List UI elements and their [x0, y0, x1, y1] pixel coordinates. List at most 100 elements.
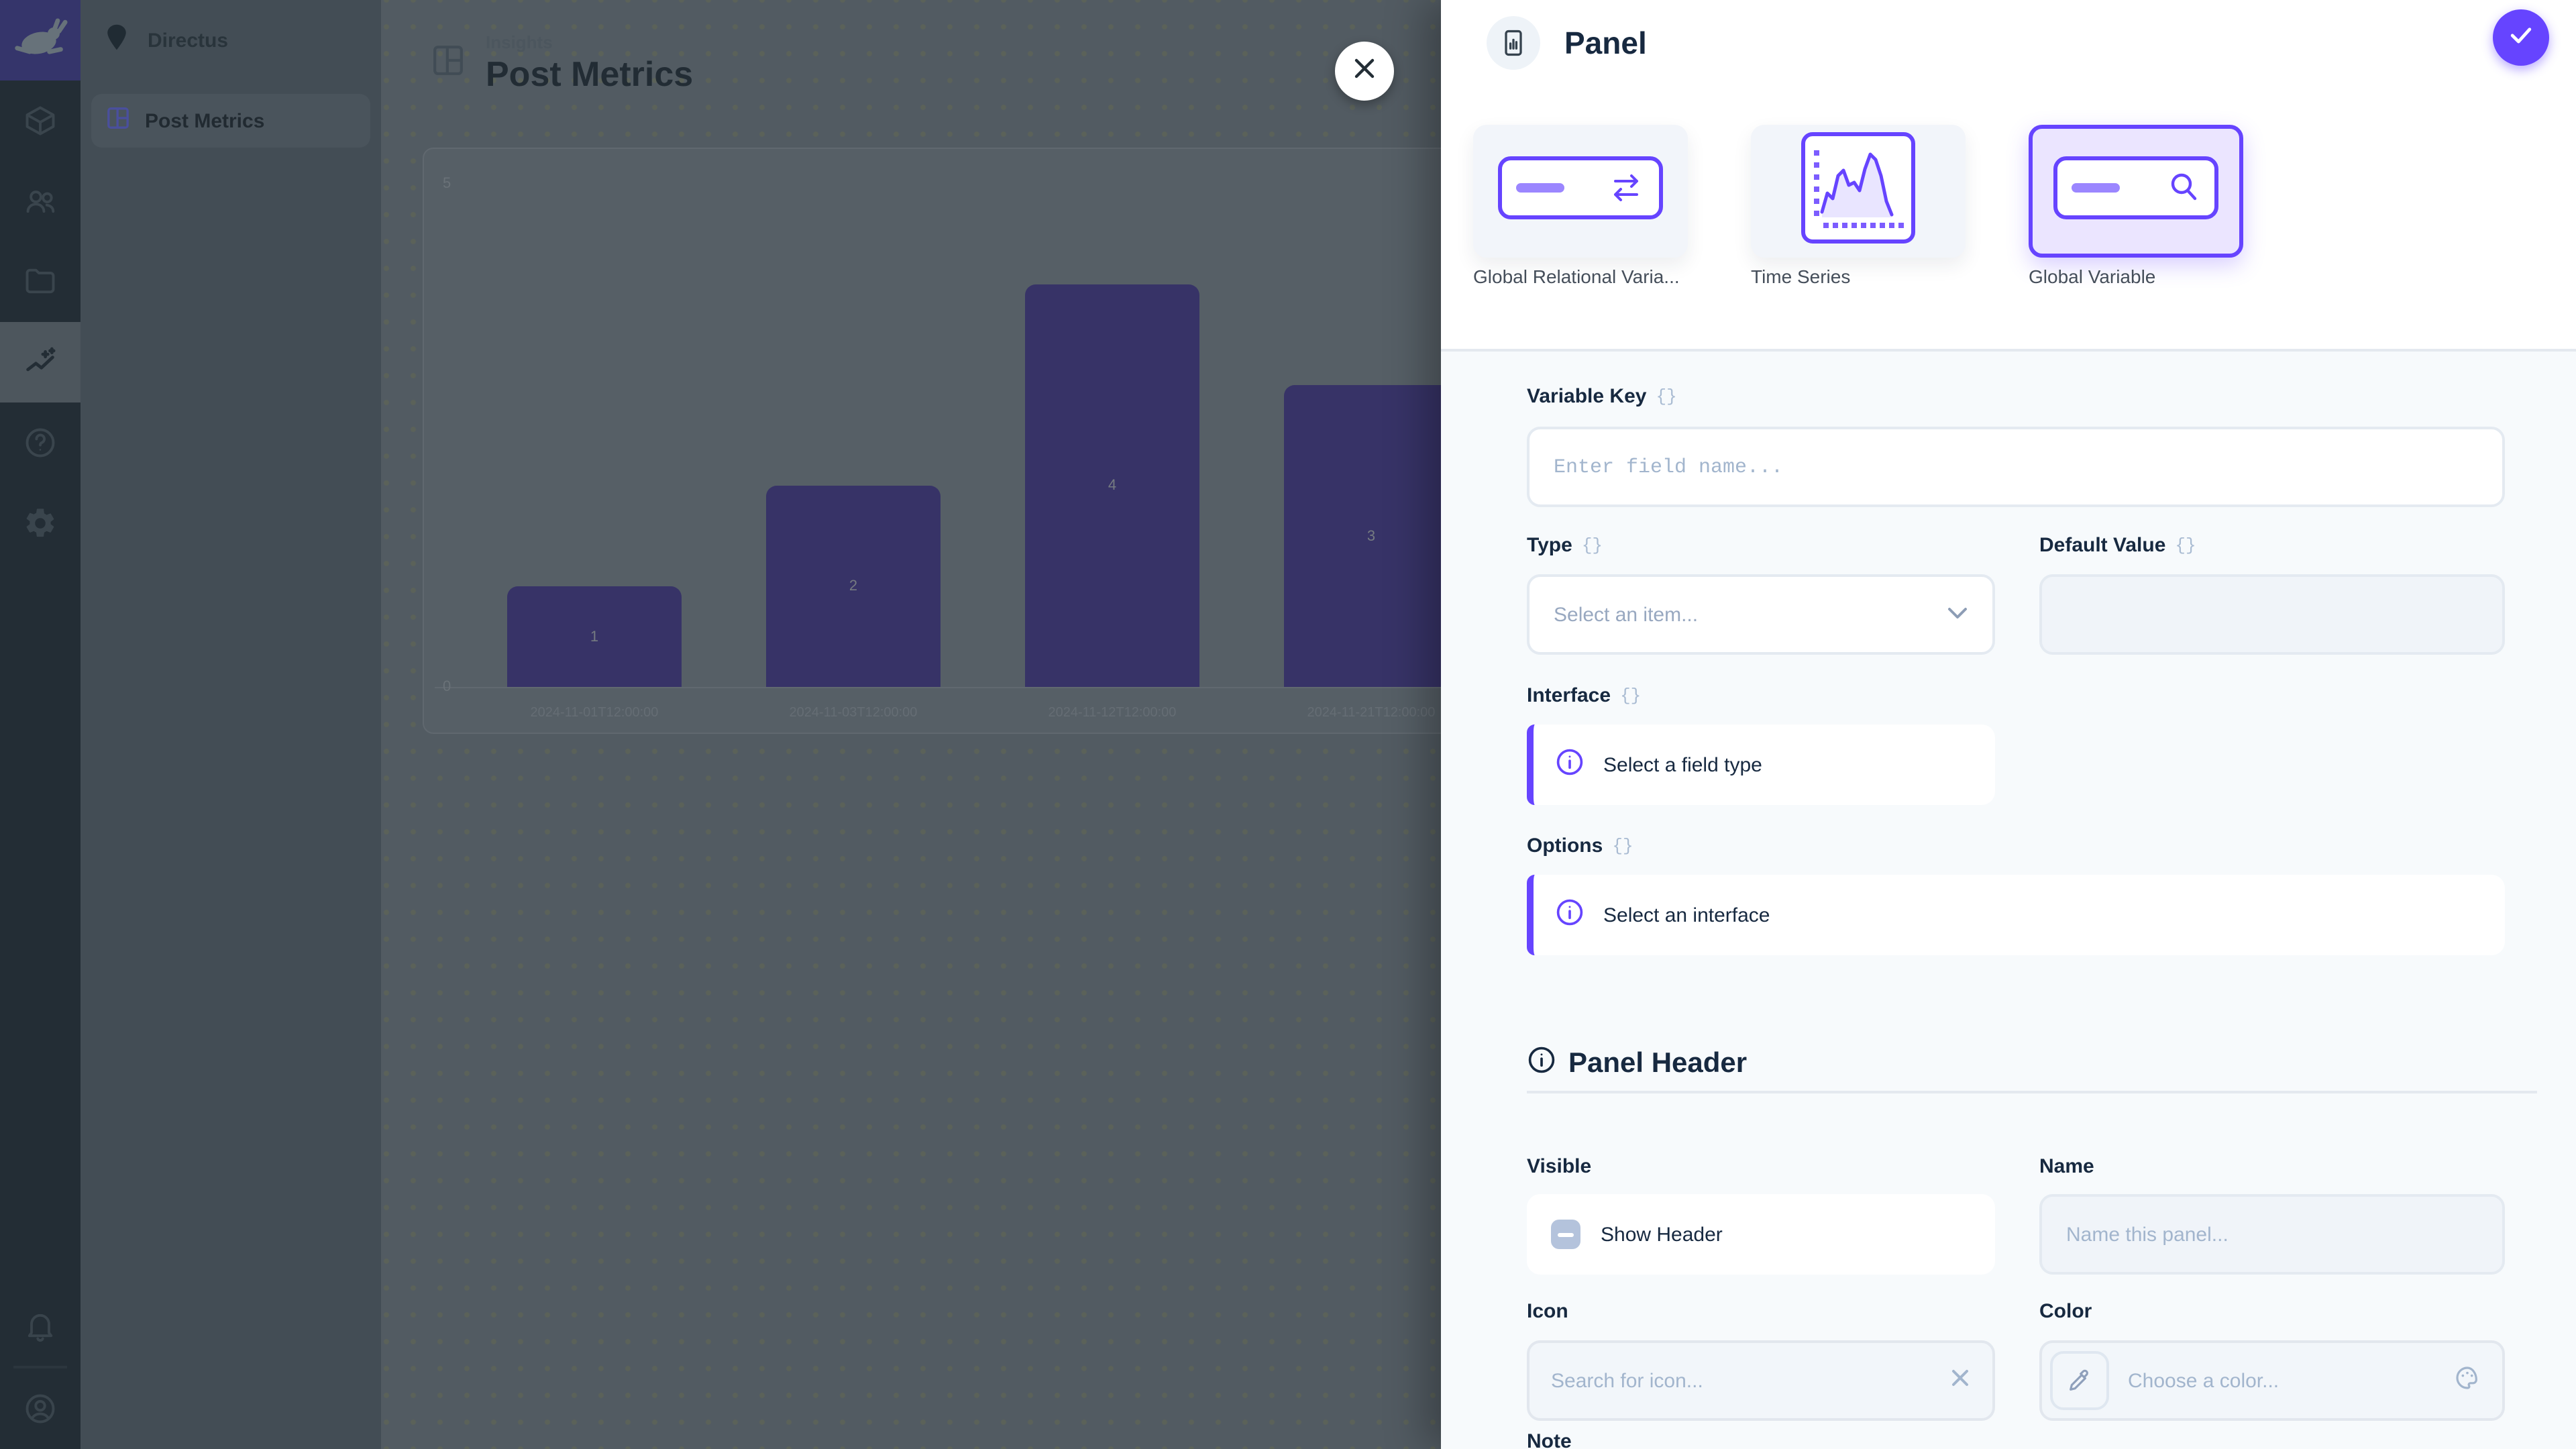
bell-icon — [23, 1308, 58, 1343]
chart-bar: 3 — [1284, 385, 1458, 687]
default-value-input[interactable] — [2039, 574, 2505, 655]
module-documentation[interactable] — [0, 402, 80, 483]
raw-value-icon: {} — [1620, 686, 1642, 706]
color-input[interactable] — [2128, 1369, 2435, 1392]
account-circle-icon — [23, 1391, 58, 1426]
show-header-checkbox[interactable]: Show Header — [1527, 1194, 1995, 1275]
bar-value-label: 4 — [1108, 478, 1117, 494]
panel-header-section: Panel Header — [1527, 1045, 1747, 1081]
directus-rabbit-icon — [11, 7, 70, 73]
section-title: Panel Header — [1568, 1047, 1748, 1078]
default-value-label: Default Value{} — [2039, 534, 2196, 557]
panel-drawer: Panel — [1441, 0, 2576, 1449]
nav-item-post-metrics[interactable]: Post Metrics — [91, 94, 370, 148]
global-variable-illustration — [2053, 156, 2219, 227]
indeterminate-checkbox-icon — [1551, 1220, 1580, 1249]
raw-value-icon: {} — [1612, 836, 1633, 856]
module-settings[interactable] — [0, 483, 80, 564]
x-axis-tick: 2024-11-03T12:00:00 — [789, 706, 918, 720]
section-divider — [1527, 1091, 2537, 1093]
variable-key-label: Variable Key{} — [1527, 385, 1677, 408]
nav-sidebar: Directus Post Metrics — [80, 0, 381, 1449]
x-axis-tick: 2024-11-12T12:00:00 — [1048, 706, 1177, 720]
module-user-directory[interactable] — [0, 161, 80, 241]
show-header-label: Show Header — [1601, 1223, 1723, 1246]
note-label: Note — [1527, 1430, 1572, 1449]
close-drawer-button[interactable] — [1335, 42, 1394, 101]
save-panel-button[interactable] — [2493, 9, 2549, 66]
raw-value-icon: {} — [1656, 386, 1677, 407]
module-bar-divider — [13, 1366, 67, 1368]
info-icon — [1555, 897, 1585, 933]
type-select[interactable]: Select an item... — [1527, 574, 1995, 655]
chevron-down-icon — [1947, 602, 1968, 627]
chart-bar: 4 — [1025, 284, 1199, 687]
page-title: Post Metrics — [486, 54, 694, 94]
project-name: Directus — [148, 29, 229, 52]
x-axis-tick: 2024-11-01T12:00:00 — [530, 706, 659, 720]
directus-logo-button[interactable] — [0, 0, 80, 80]
panel-icon-circle — [1487, 16, 1540, 70]
options-notice: Select an interface — [1527, 875, 2505, 955]
color-label: Color — [2039, 1300, 2092, 1323]
page-header: Insights Post Metrics — [429, 32, 693, 95]
project-chooser[interactable]: Directus — [80, 0, 381, 80]
module-collections[interactable] — [0, 80, 80, 161]
cube-icon — [23, 103, 58, 138]
breadcrumb: Insights — [486, 32, 553, 52]
bar-value-label: 3 — [1366, 528, 1376, 544]
panel-type-label: Global Variable — [2029, 266, 2156, 287]
type-label: Type{} — [1527, 534, 1603, 557]
module-file-library[interactable] — [0, 241, 80, 322]
options-notice-text: Select an interface — [1603, 904, 1770, 926]
time-series-illustration — [1801, 131, 1916, 251]
panel-type-label: Global Relational Varia... — [1473, 266, 1680, 287]
interface-label: Interface{} — [1527, 684, 1642, 707]
drawer-header: Panel — [1441, 0, 2576, 86]
folder-icon — [23, 264, 58, 299]
account-button[interactable] — [0, 1368, 80, 1449]
interface-notice-text: Select a field type — [1603, 753, 1762, 776]
module-bar — [0, 0, 80, 1449]
project-logo-icon — [102, 22, 131, 58]
interface-notice: Select a field type — [1527, 724, 1995, 805]
bar-value-label: 1 — [590, 629, 599, 645]
panel-type-time-series[interactable] — [1751, 125, 1966, 258]
panel-type-global-relational-variable[interactable] — [1473, 125, 1688, 258]
info-icon — [1527, 1045, 1556, 1081]
relational-variable-illustration — [1497, 156, 1664, 227]
options-label: Options{} — [1527, 835, 1633, 857]
variable-key-input[interactable] — [1527, 427, 2505, 507]
close-icon — [1351, 54, 1378, 88]
icon-search-input[interactable] — [1551, 1369, 1931, 1392]
insights-icon — [23, 345, 58, 380]
y-axis-tick: 0 — [443, 679, 451, 695]
info-icon — [1555, 747, 1585, 783]
eyedropper-button[interactable] — [2050, 1351, 2109, 1410]
y-axis-tick: 5 — [443, 176, 451, 192]
chart-bar: 1 — [507, 586, 682, 687]
gear-icon — [23, 506, 58, 541]
users-icon — [23, 184, 58, 219]
panel-name-input[interactable] — [2039, 1194, 2505, 1275]
module-insights[interactable] — [0, 322, 80, 402]
drawer-title: Panel — [1564, 25, 1647, 60]
panel-type-label: Time Series — [1751, 266, 1851, 287]
notifications-button[interactable] — [0, 1285, 80, 1366]
visible-label: Visible — [1527, 1155, 1592, 1178]
icon-search-field — [1527, 1340, 1995, 1421]
panel-type-global-variable[interactable] — [2029, 125, 2243, 258]
raw-value-icon: {} — [1581, 535, 1603, 555]
icon-label: Icon — [1527, 1300, 1568, 1323]
color-field — [2039, 1340, 2505, 1421]
bar-value-label: 2 — [849, 578, 858, 594]
nav-item-label: Post Metrics — [145, 109, 265, 132]
check-icon — [2506, 19, 2536, 56]
drawer-top-section: Panel — [1441, 0, 2576, 352]
help-icon — [23, 425, 58, 460]
raw-value-icon: {} — [2175, 535, 2196, 555]
clear-icon[interactable] — [1949, 1366, 1971, 1395]
name-label: Name — [2039, 1155, 2094, 1178]
palette-icon[interactable] — [2454, 1364, 2481, 1397]
x-axis-tick: 2024-11-21T12:00:00 — [1307, 706, 1436, 720]
